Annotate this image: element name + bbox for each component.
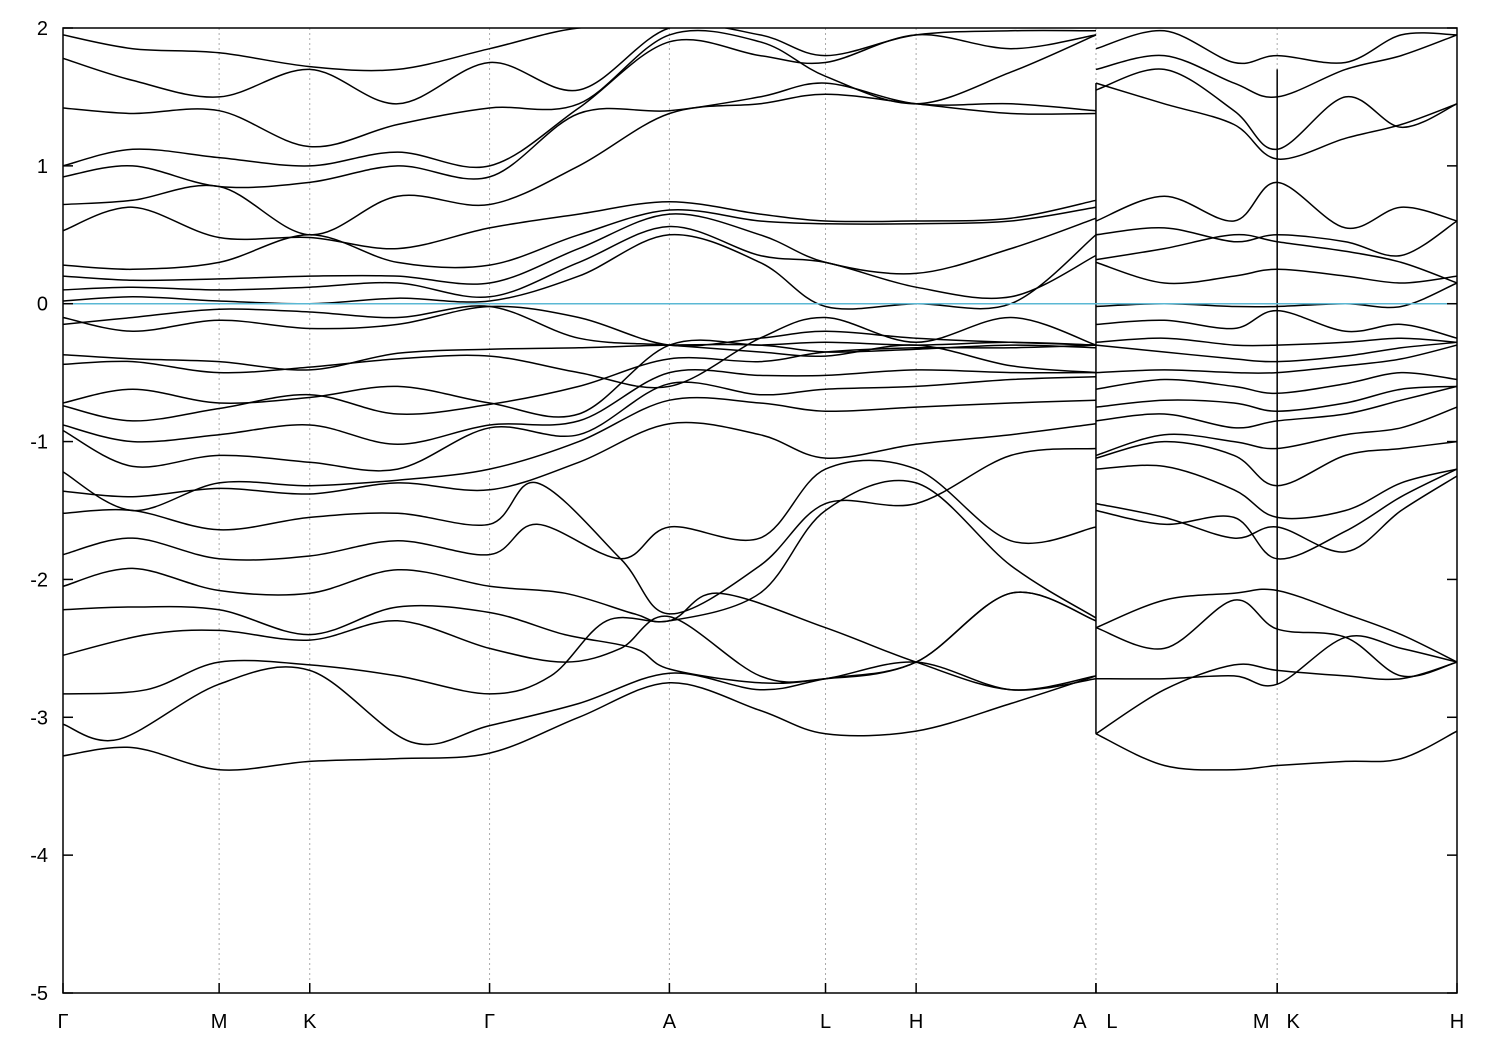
band-15 bbox=[63, 343, 1097, 371]
y-tick-label: 0 bbox=[37, 294, 48, 316]
x-tick-label: Γ bbox=[484, 1011, 495, 1033]
band-9 bbox=[63, 396, 1097, 512]
band-29 bbox=[1095, 730, 1457, 771]
x-tick-label: A bbox=[663, 1011, 677, 1033]
band-27 bbox=[63, 28, 1097, 105]
y-tick-label: 1 bbox=[37, 156, 48, 178]
band-5 bbox=[63, 479, 1097, 623]
y-tick-label: -3 bbox=[30, 707, 48, 729]
x-tick-label: Γ bbox=[57, 1011, 68, 1033]
band-0 bbox=[63, 675, 1097, 771]
x-tick-label: M bbox=[211, 1011, 228, 1033]
y-tick-label: -5 bbox=[30, 983, 48, 1005]
band-24 bbox=[63, 82, 1097, 189]
band-11 bbox=[63, 369, 1097, 446]
band-4 bbox=[63, 604, 1097, 691]
band-54 bbox=[1095, 29, 1457, 65]
y-tick-label: -4 bbox=[30, 845, 48, 867]
x-tick-label: L bbox=[1106, 1011, 1117, 1033]
band-19 bbox=[63, 225, 1097, 300]
discontinuity-lines bbox=[1095, 69, 1278, 734]
x-tick-label: H bbox=[909, 1011, 923, 1033]
y-tick-label: -2 bbox=[30, 569, 48, 591]
band-7 bbox=[63, 447, 1097, 615]
band-14 bbox=[63, 316, 1097, 389]
band-18 bbox=[63, 233, 1097, 310]
band-2 bbox=[63, 592, 1097, 695]
band-16 bbox=[63, 305, 1097, 374]
band-25 bbox=[63, 33, 1097, 169]
x-tick-label: A bbox=[1073, 1011, 1087, 1033]
kpoint-gridlines bbox=[218, 28, 1278, 993]
band-28 bbox=[63, 28, 670, 72]
band-lines bbox=[63, 28, 1457, 771]
band-1 bbox=[63, 591, 1097, 746]
x-tick-label: K bbox=[303, 1011, 317, 1033]
band-8 bbox=[63, 421, 1097, 498]
band-21 bbox=[63, 206, 1097, 271]
x-tick-label: H bbox=[1450, 1011, 1464, 1033]
y-axis-ticks: 2 1 0 -1 -2 -3 -4 -5 bbox=[30, 18, 1457, 1005]
plot-frame bbox=[62, 27, 1458, 994]
y-tick-label: 2 bbox=[37, 18, 48, 40]
band-22 bbox=[63, 199, 1097, 250]
x-tick-label: L bbox=[820, 1011, 831, 1033]
band-26 bbox=[63, 29, 1097, 148]
band-12 bbox=[63, 344, 1097, 422]
x-tick-label: K bbox=[1287, 1011, 1301, 1033]
y-tick-label: -1 bbox=[30, 432, 48, 454]
band-6 bbox=[63, 459, 1097, 561]
x-tick-label: M bbox=[1253, 1011, 1270, 1033]
band-20 bbox=[63, 213, 1097, 285]
band-10 bbox=[63, 376, 1097, 472]
band-17 bbox=[63, 305, 1097, 347]
